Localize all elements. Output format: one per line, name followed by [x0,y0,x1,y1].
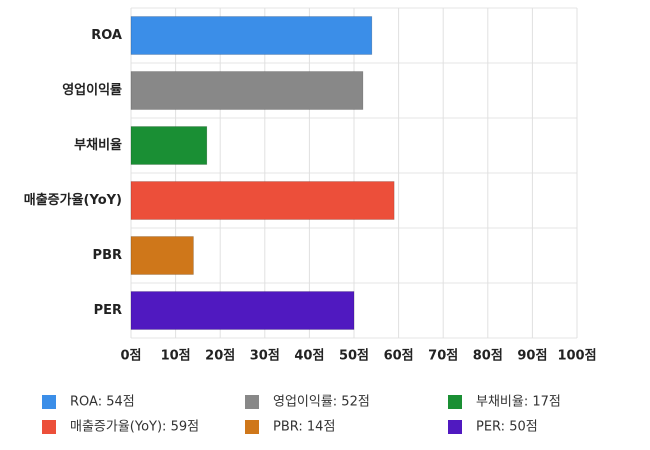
legend-swatch [42,395,56,409]
x-tick-label: 60점 [384,349,414,364]
legend-label: 매출증가율(YoY): 59점 [70,420,199,435]
legend-swatch [245,395,259,409]
x-tick-label: 20점 [205,349,235,364]
x-tick-label: 10점 [161,349,191,364]
legend-label: ROA: 54점 [70,395,135,410]
y-tick-label: 매출증가율(YoY) [24,192,122,208]
y-tick-label: PBR [93,248,122,263]
legend-swatch [448,395,462,409]
x-tick-label: 30점 [250,349,280,364]
x-tick-label: 40점 [294,349,324,364]
bar [130,236,194,275]
y-tick-label: PER [94,303,122,318]
legend-label: 부채비율: 17점 [476,395,561,410]
bar [130,71,364,110]
x-tick-label: 50점 [339,349,369,364]
bar [130,181,395,220]
y-tick-label: 영업이익률 [62,82,122,98]
bar [130,16,373,55]
legend-swatch [448,420,462,434]
bar [130,126,208,165]
x-tick-label: 100점 [557,349,596,364]
x-tick-label: 80점 [473,349,503,364]
x-tick-label: 70점 [428,349,458,364]
y-tick-label: ROA [91,28,122,43]
legend-swatch [245,420,259,434]
y-tick-label: 부채비율 [74,137,122,153]
legend-swatch [42,420,56,434]
x-tick-label: 90점 [517,349,547,364]
legend-label: PBR: 14점 [273,420,335,435]
bar [130,291,355,330]
x-tick-label: 0점 [120,349,141,364]
legend-label: 영업이익률: 52점 [273,395,370,410]
legend-label: PER: 50점 [476,420,538,435]
